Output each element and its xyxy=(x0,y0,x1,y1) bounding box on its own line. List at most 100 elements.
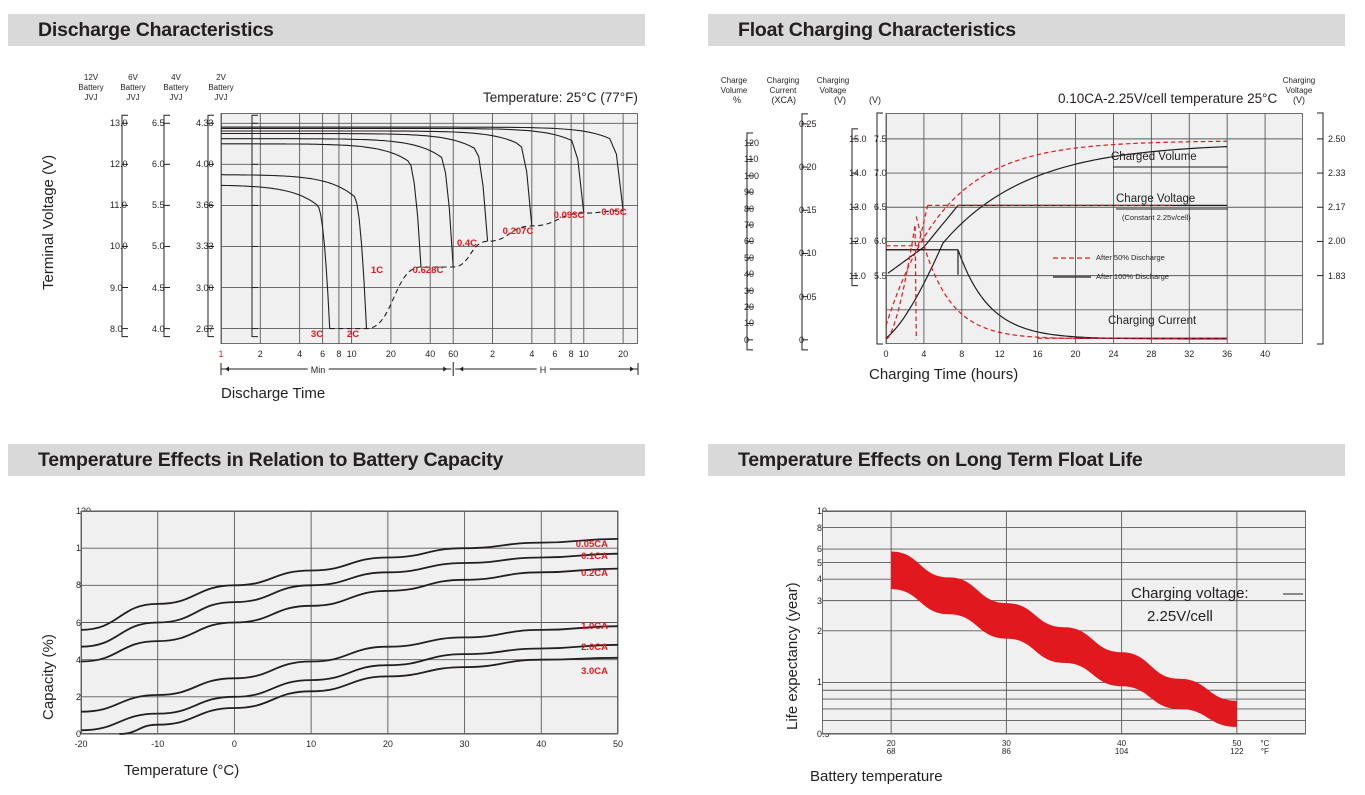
discharge-series-label-3: 0.628C xyxy=(412,265,444,276)
tempcap-x-tick-0: -20 xyxy=(74,739,88,749)
tempcap-x-tick-4: 20 xyxy=(382,739,393,749)
discharge-ytick-2-3: 3.33 xyxy=(196,241,214,252)
float-volt7-tick-1: 7.0 xyxy=(874,168,887,179)
discharge-x-tick-2: 4 xyxy=(297,349,303,359)
cv-line1: Charge xyxy=(720,76,748,85)
floatlife-x-tick-2: 40 104 xyxy=(1114,739,1129,757)
float-right-tick-1: 2.33 xyxy=(1328,168,1346,179)
tempcap-series-label-1: 0.1CA xyxy=(581,551,608,562)
scale-6v-line2: Battery xyxy=(120,83,146,92)
floatlife-y-tick-6: 2 xyxy=(817,625,823,636)
discharge-scale-header-4v: 4V Battery JVJ xyxy=(163,73,188,103)
float-unit-percent: % xyxy=(732,95,741,105)
scale-12v-line2: Battery xyxy=(78,83,104,92)
discharge-series-label-2: 1C xyxy=(370,265,384,276)
discharge-x-tick-6: 20 xyxy=(385,349,396,359)
discharge-chart-svg xyxy=(121,113,639,376)
floatlife-unit-fahrenheit: °F xyxy=(1260,747,1269,757)
tempcap-x-tick-1: -10 xyxy=(151,739,165,749)
scale-4v-line3: JVJ xyxy=(169,93,183,102)
cv-line2: Volume xyxy=(720,86,748,95)
discharge-ytick-2-4: 3.00 xyxy=(196,282,214,293)
floatlife-y-tick-4: 4 xyxy=(817,574,823,585)
floatlife-x-tick-3: 50 122 xyxy=(1230,739,1244,757)
discharge-x-tick-13: 10 xyxy=(578,349,589,359)
floatlife-x-tick-f-2: 104 xyxy=(1114,747,1129,757)
float-header-bar: Float Charging Characteristics xyxy=(708,14,1345,46)
panel-floatlife: Temperature Effects on Long Term Float L… xyxy=(683,430,1365,795)
float-x-tick-9: 36 xyxy=(1222,349,1233,359)
float-right-axis-header: Charging Voltage xyxy=(1283,76,1315,96)
floatlife-x-tick-f-0: 68 xyxy=(886,747,896,757)
discharge-title: Discharge Characteristics xyxy=(38,18,274,41)
floatlife-x-unit: °C °F xyxy=(1260,739,1270,757)
discharge-x-tick-3: 6 xyxy=(320,349,326,359)
floatlife-x-tick-f-3: 122 xyxy=(1230,747,1244,757)
discharge-x-tick-4: 8 xyxy=(336,349,342,359)
float-x-tick-2: 8 xyxy=(959,349,965,359)
discharge-x-tick-10: 4 xyxy=(529,349,535,359)
scale-6v-line3: JVJ xyxy=(126,93,140,102)
float-legend-50pct-label: After 50% Discharge xyxy=(1096,253,1165,262)
discharge-ytick-0-5: 8.0 xyxy=(110,323,123,334)
scale-6v-line1: 6V xyxy=(128,73,138,82)
discharge-ytick-1-2: 5.5 xyxy=(152,200,165,211)
float-unit-v-7: (V) xyxy=(869,95,881,105)
scale-2v-line2: Battery xyxy=(208,83,234,92)
discharge-ytick-0-4: 9.0 xyxy=(110,282,123,293)
float-annotation-charging-current: Charging Current xyxy=(1108,315,1197,327)
discharge-ytick-0-2: 11.0 xyxy=(110,200,127,211)
discharge-ytick-0-0: 13.0 xyxy=(110,118,128,129)
tempcap-series-label-2: 0.2CA xyxy=(581,568,608,579)
discharge-ytick-1-5: 4.0 xyxy=(152,323,165,334)
discharge-band-h-label: H xyxy=(536,365,550,376)
discharge-plot-area xyxy=(221,113,638,344)
floatlife-y-tick-5: 3 xyxy=(817,595,823,606)
discharge-series-label-0: 3C xyxy=(310,329,324,340)
panel-discharge: Discharge Characteristics 12V Battery JV… xyxy=(0,0,683,420)
floatlife-y-tick-2: 6 xyxy=(817,543,823,554)
scale-2v-line1: 2V xyxy=(216,73,226,82)
floatlife-x-tick-c-2: 40 xyxy=(1117,739,1127,748)
floatlife-x-tick-0: 20 68 xyxy=(886,739,896,757)
float-annotation-charged-volume: Charged Volume xyxy=(1111,151,1197,163)
floatlife-y-tick-1: 8 xyxy=(817,522,823,533)
float-x-tick-0: 0 xyxy=(883,349,889,359)
floatlife-y-tick-7: 1 xyxy=(817,677,823,688)
discharge-x-tick-11: 6 xyxy=(552,349,558,359)
float-scale-header-charging-voltage: Charging Voltage xyxy=(817,76,849,96)
float-right-tick-3: 2.00 xyxy=(1328,236,1346,247)
tempcap-x-tick-2: 0 xyxy=(231,739,237,749)
float-volt7-tick-0: 7.5 xyxy=(874,133,887,144)
float-annotation-constant: (Constant 2.25v/cell) xyxy=(1122,213,1191,222)
discharge-x-tick-12: 8 xyxy=(568,349,574,359)
discharge-series-label-5: 0.207C xyxy=(502,226,534,237)
float-unit-v-13: (V) xyxy=(834,95,846,105)
tempcap-x-tick-5: 30 xyxy=(459,739,470,749)
discharge-x-tick-9: 2 xyxy=(490,349,496,359)
discharge-x-tick-8: 60 xyxy=(448,349,459,359)
floatlife-x-tick-f-1: 86 xyxy=(1001,747,1011,757)
discharge-ytick-0-3: 10.0 xyxy=(110,241,128,252)
float-x-tick-6: 24 xyxy=(1108,349,1119,359)
float-x-tick-3: 12 xyxy=(994,349,1005,359)
floatlife-plot-area xyxy=(822,511,1306,734)
panel-tempcap: Temperature Effects in Relation to Batte… xyxy=(0,430,683,795)
floatlife-title: Temperature Effects on Long Term Float L… xyxy=(738,448,1143,471)
rax-line1: Charging xyxy=(1282,76,1316,85)
panel-float: Float Charging Characteristics Charge Vo… xyxy=(683,0,1365,420)
discharge-ytick-2-5: 2.67 xyxy=(196,323,214,334)
discharge-ytick-0-1: 12.0 xyxy=(110,159,128,170)
floatlife-note-line2: 2.25V/cell xyxy=(1147,608,1213,625)
float-x-axis-title: Charging Time (hours) xyxy=(869,366,1019,383)
scale-12v-line3: JVJ xyxy=(84,93,98,102)
tempcap-series-label-4: 2.0CA xyxy=(581,642,608,653)
scale-2v-line3: JVJ xyxy=(214,93,228,102)
floatlife-header-bar: Temperature Effects on Long Term Float L… xyxy=(708,444,1345,476)
discharge-x-tick-14: 20 xyxy=(618,349,629,359)
floatlife-unit-celsius: °C xyxy=(1260,739,1270,748)
discharge-series-label-6: 0.093C xyxy=(553,210,585,221)
floatlife-x-tick-c-0: 20 xyxy=(886,739,896,748)
float-unit-xca: (XCA) xyxy=(771,95,797,105)
float-x-tick-4: 16 xyxy=(1032,349,1043,359)
